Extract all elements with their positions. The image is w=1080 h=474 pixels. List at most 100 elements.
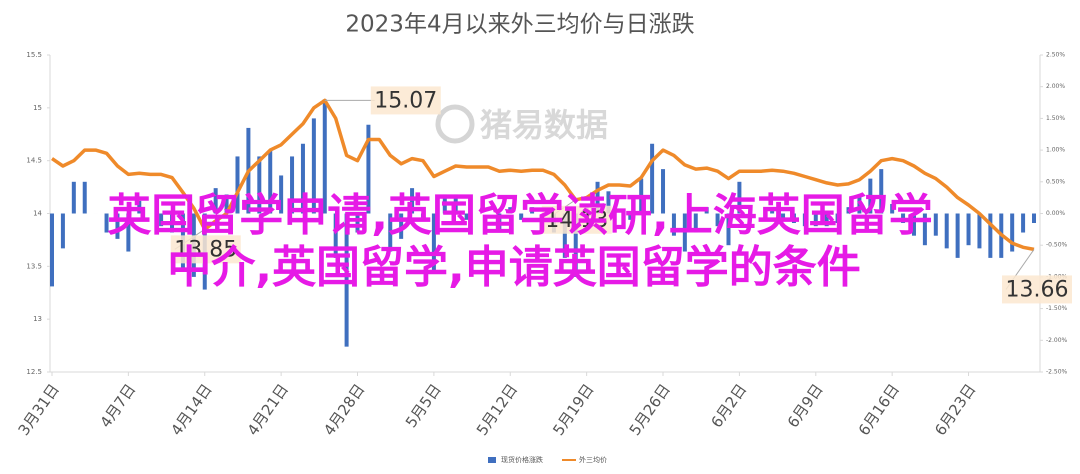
legend-swatch [488,457,496,463]
bar [835,213,840,224]
line [51,98,1035,252]
watermark-logo [435,104,475,144]
y2-tick-label: 2.00% [1046,83,1065,90]
watermark: 猪易数据 [480,106,608,144]
chart-title: 2023年4月以来外三均价与日涨跌 [345,12,694,38]
bar [126,213,131,252]
y2-tick-label: 1.50% [1046,115,1065,122]
bar [290,156,295,214]
bar [1021,213,1026,233]
bar [693,213,698,233]
bar [311,118,316,214]
bar [464,213,469,220]
data-label-box [170,235,241,264]
bar [562,213,567,258]
bar [890,203,895,214]
bar [224,194,229,214]
bar [671,213,676,236]
y-tick-label: 14 [33,210,42,218]
y2-tick-label: -1.50% [1046,305,1068,312]
bar [813,213,818,227]
overlay-text: 英国留学申请,英国留学读研,上海英国留学 [107,190,932,241]
bar [901,213,906,224]
y2-tick-label: -2.00% [1046,337,1068,344]
bar [628,213,633,220]
bar [279,175,284,214]
data-label: 14.13 [545,208,608,233]
y-tick-label: 15 [33,104,42,112]
bar [781,213,786,220]
y-tick-label: 13.5 [26,262,42,270]
bar [955,213,960,258]
bar [737,181,742,214]
bar [977,213,982,249]
bar [60,213,65,249]
bar [911,213,916,236]
bar [682,213,687,252]
bar [770,207,775,214]
y2-tick-label: -0.50% [1046,242,1068,249]
bar [344,213,349,347]
bar [802,213,807,227]
data-label: 15.07 [374,88,437,113]
bar [966,213,971,246]
bar [137,200,142,214]
legend-label: 现货价格涨跌 [501,455,543,464]
y-tick-label: 13 [33,315,42,323]
bar [235,156,240,214]
data-label: 13.66 [1006,277,1069,302]
bar [857,194,862,214]
bar [355,213,360,233]
bar [388,213,393,252]
bar [71,181,76,214]
bar [519,213,524,220]
bar [879,169,884,214]
bar [497,213,502,233]
data-label: 13.85 [174,237,237,262]
bar [573,213,578,277]
bar [159,213,164,227]
bar [170,213,175,233]
bar [322,99,327,214]
bar [1032,213,1036,224]
y2-tick-label: 1.00% [1046,147,1065,154]
bar [791,213,796,224]
data-label-box [370,86,441,115]
bar [399,213,404,239]
bar [595,181,600,214]
y-tick-label: 12.5 [26,368,42,376]
bar [661,169,666,214]
y2-tick-label: -2.50% [1046,369,1068,376]
bar [606,191,611,214]
bar [366,124,371,214]
bar [420,213,425,220]
bar [933,213,938,236]
bar [846,207,851,214]
y2-tick-label: 2.50% [1046,52,1065,59]
bar [639,178,644,214]
bar [868,178,873,214]
bar [1010,213,1015,252]
bar [410,188,415,214]
y-tick-label: 14.5 [26,157,42,165]
bar [268,150,273,214]
legend-label: 外三均价 [579,455,607,464]
bar [115,213,120,239]
bar [453,194,458,214]
bar [431,213,436,271]
y-tick-label: 15.5 [26,51,42,59]
bar [704,207,709,214]
bar [257,156,262,214]
bar [442,194,447,214]
bar [824,213,829,227]
bar [922,213,927,246]
bar [726,213,731,246]
bar [508,207,513,214]
y2-tick-label: 0.00% [1046,210,1065,217]
bar [650,143,655,214]
data-label-box [1002,275,1072,304]
bar [530,207,535,214]
bar [300,143,305,214]
bar [988,213,993,258]
